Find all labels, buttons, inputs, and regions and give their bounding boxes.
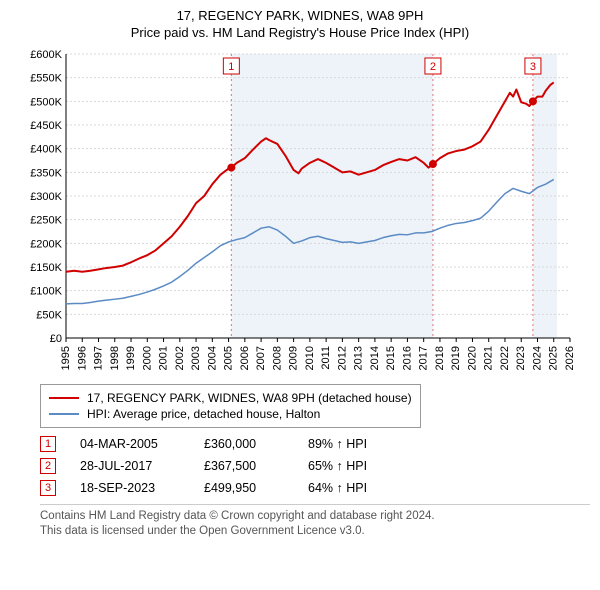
sale-pct: 89% ↑ HPI [308, 437, 367, 451]
sale-price: £367,500 [204, 459, 284, 473]
sale-price: £499,950 [204, 481, 284, 495]
svg-text:2025: 2025 [548, 346, 560, 370]
svg-text:2015: 2015 [385, 346, 397, 370]
svg-text:2001: 2001 [158, 346, 170, 370]
svg-text:1999: 1999 [125, 346, 137, 370]
svg-text:2006: 2006 [239, 346, 251, 370]
svg-text:2018: 2018 [434, 346, 446, 370]
svg-text:3: 3 [530, 61, 536, 73]
svg-text:2013: 2013 [353, 346, 365, 370]
footer-line: Contains HM Land Registry data © Crown c… [40, 509, 590, 524]
chart-area: £0 £50K £100K £150K £200K £250K £300K £350K £400… [20, 48, 580, 378]
svg-text:2020: 2020 [466, 346, 478, 370]
sale-row: 3 18-SEP-2023 £499,950 64% ↑ HPI [40, 480, 590, 496]
svg-text:2014: 2014 [369, 346, 381, 370]
svg-text:1998: 1998 [109, 346, 121, 370]
svg-text:2: 2 [430, 61, 436, 73]
svg-text:2017: 2017 [418, 346, 430, 370]
svg-text:£400K: £400K [30, 143, 62, 155]
svg-text:£350K: £350K [30, 167, 62, 179]
price-chart-svg: £0 £50K £100K £150K £200K £250K £300K £350K £400… [20, 48, 580, 378]
svg-text:2022: 2022 [499, 346, 511, 370]
sale-marker-icon: 2 [40, 458, 56, 474]
legend-swatch-hpi [49, 413, 79, 415]
svg-text:2004: 2004 [206, 346, 218, 370]
svg-text:2011: 2011 [320, 346, 332, 370]
svg-text:£600K: £600K [30, 49, 62, 61]
svg-text:1995: 1995 [60, 346, 72, 370]
svg-text:£0: £0 [50, 333, 62, 345]
svg-text:£300K: £300K [30, 191, 62, 203]
svg-text:£450K: £450K [30, 120, 62, 132]
legend-row: 17, REGENCY PARK, WIDNES, WA8 9PH (detac… [49, 391, 412, 405]
legend-label: HPI: Average price, detached house, Halt… [87, 407, 320, 421]
legend: 17, REGENCY PARK, WIDNES, WA8 9PH (detac… [40, 384, 421, 428]
svg-text:2003: 2003 [190, 346, 202, 370]
chart-title-address: 17, REGENCY PARK, WIDNES, WA8 9PH [10, 8, 590, 25]
svg-text:2009: 2009 [288, 346, 300, 370]
svg-text:2005: 2005 [223, 346, 235, 370]
svg-text:2024: 2024 [531, 346, 543, 370]
svg-text:1997: 1997 [93, 346, 105, 370]
svg-text:2012: 2012 [336, 346, 348, 370]
legend-swatch-property [49, 397, 79, 399]
sale-pct: 65% ↑ HPI [308, 459, 367, 473]
svg-text:2008: 2008 [271, 346, 283, 370]
sale-pct: 64% ↑ HPI [308, 481, 367, 495]
svg-text:2000: 2000 [141, 346, 153, 370]
svg-text:£550K: £550K [30, 72, 62, 84]
sale-date: 28-JUL-2017 [80, 459, 180, 473]
svg-text:£150K: £150K [30, 262, 62, 274]
svg-text:2021: 2021 [483, 346, 495, 370]
svg-text:£100K: £100K [30, 285, 62, 297]
svg-text:£250K: £250K [30, 214, 62, 226]
sale-price: £360,000 [204, 437, 284, 451]
svg-text:£200K: £200K [30, 238, 62, 250]
svg-text:2002: 2002 [174, 346, 186, 370]
sale-date: 18-SEP-2023 [80, 481, 180, 495]
sale-row: 2 28-JUL-2017 £367,500 65% ↑ HPI [40, 458, 590, 474]
svg-text:2016: 2016 [401, 346, 413, 370]
sale-row: 1 04-MAR-2005 £360,000 89% ↑ HPI [40, 436, 590, 452]
attribution-footer: Contains HM Land Registry data © Crown c… [40, 504, 590, 539]
svg-text:£50K: £50K [36, 309, 62, 321]
svg-text:2019: 2019 [450, 346, 462, 370]
sales-table: 1 04-MAR-2005 £360,000 89% ↑ HPI 2 28-JU… [40, 436, 590, 496]
sale-marker-icon: 3 [40, 480, 56, 496]
svg-text:2023: 2023 [515, 346, 527, 370]
footer-line: This data is licensed under the Open Gov… [40, 524, 590, 539]
sale-date: 04-MAR-2005 [80, 437, 180, 451]
svg-text:2026: 2026 [564, 346, 576, 370]
chart-subtitle: Price paid vs. HM Land Registry's House … [10, 25, 590, 42]
sale-marker-icon: 1 [40, 436, 56, 452]
legend-label: 17, REGENCY PARK, WIDNES, WA8 9PH (detac… [87, 391, 412, 405]
svg-text:1996: 1996 [76, 346, 88, 370]
legend-row: HPI: Average price, detached house, Halt… [49, 407, 412, 421]
svg-text:2007: 2007 [255, 346, 267, 370]
svg-text:1: 1 [228, 61, 234, 73]
svg-text:2010: 2010 [304, 346, 316, 370]
svg-text:£500K: £500K [30, 96, 62, 108]
